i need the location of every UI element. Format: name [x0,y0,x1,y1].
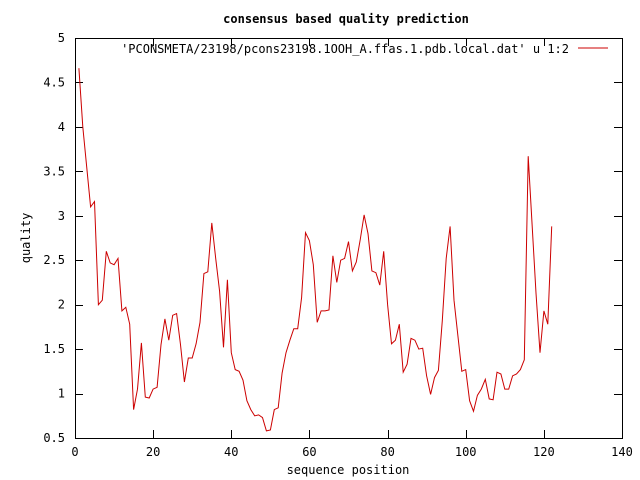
legend-label: 'PCONSMETA/23198/pcons23198.1OOH_A.ffas.… [121,42,569,56]
series-group [78,68,553,432]
y-tick-label: 4.5 [43,75,65,89]
y-tick-label: 0.5 [43,431,65,445]
x-tick-label: 100 [455,445,477,459]
y-tick-label: 2 [58,298,65,312]
x-tick-label: 60 [302,445,316,459]
y-tick-label: 1.5 [43,342,65,356]
y-tick-label: 1 [58,387,65,401]
legend: 'PCONSMETA/23198/pcons23198.1OOH_A.ffas.… [121,42,608,56]
x-tick-label: 20 [146,445,160,459]
y-tick-marks: 0.5 1 1.5 2 2.5 3 3.5 4 4.5 5 [43,31,622,445]
x-tick-label: 0 [71,445,78,459]
y-tick-label: 2.5 [43,253,65,267]
y-tick-label: 3 [58,209,65,223]
x-tick-label: 80 [380,445,394,459]
x-tick-label: 140 [611,445,633,459]
chart-title: consensus based quality prediction [223,12,469,26]
plot-frame [75,38,623,439]
y-tick-label: 5 [58,31,65,45]
x-axis-label: sequence position [287,463,410,477]
x-tick-label: 120 [533,445,555,459]
series-line [78,68,553,432]
x-tick-marks: 0 20 40 60 80 100 120 140 [71,38,633,459]
y-tick-label: 4 [58,120,65,134]
y-tick-label: 3.5 [43,164,65,178]
x-tick-label: 40 [224,445,238,459]
y-axis-label: quality [19,213,33,264]
